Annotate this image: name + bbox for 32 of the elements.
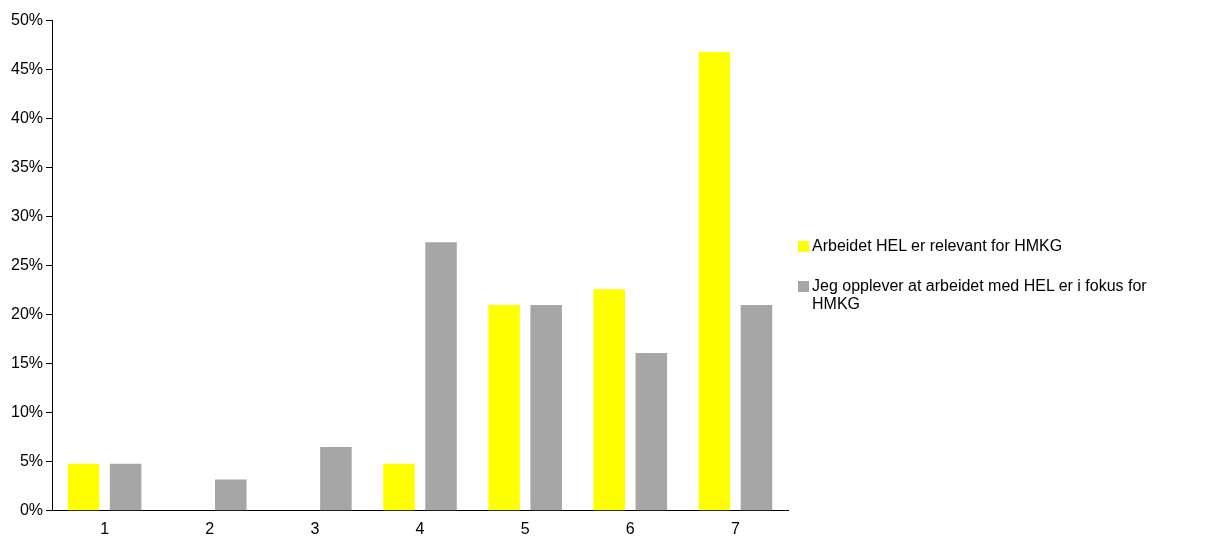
- y-tick-label: 10%: [10, 403, 44, 421]
- bar: [635, 352, 668, 511]
- y-tick-label: 20%: [10, 305, 44, 323]
- x-tick-label: 7: [730, 519, 740, 537]
- y-tick-label: 5%: [19, 452, 44, 470]
- legend-label: Jeg opplever at arbeidet med HEL er i fokus for HMKG: [812, 277, 1148, 313]
- y-tick-label: 25%: [10, 256, 44, 274]
- x-tick-label: 3: [310, 519, 320, 537]
- legend-label: Arbeidet HEL er relevant for HMKG: [812, 237, 1063, 255]
- x-tick-label: 6: [625, 519, 635, 537]
- bar: [383, 463, 415, 511]
- y-tick-label: 0%: [19, 501, 44, 519]
- x-tick-label: 5: [520, 519, 530, 537]
- x-tick-label: 4: [415, 519, 425, 537]
- bar: [488, 304, 520, 511]
- y-tick-label: 30%: [10, 207, 44, 225]
- y-tick-label: 40%: [10, 109, 44, 127]
- bar: [214, 479, 247, 511]
- y-tick-label: 45%: [10, 60, 44, 78]
- y-tick-label: 35%: [10, 158, 44, 176]
- bar: [698, 51, 731, 511]
- y-tick-label: 50%: [10, 11, 44, 29]
- bar: [530, 304, 562, 511]
- bar: [320, 447, 352, 511]
- bar: [109, 463, 142, 511]
- y-tick-label: 15%: [10, 354, 44, 372]
- bar: [593, 289, 626, 511]
- bar: [425, 242, 457, 511]
- bar: [740, 304, 773, 511]
- x-tick-label: 2: [205, 519, 215, 537]
- bar: [67, 463, 100, 511]
- x-tick-label: 1: [100, 519, 110, 537]
